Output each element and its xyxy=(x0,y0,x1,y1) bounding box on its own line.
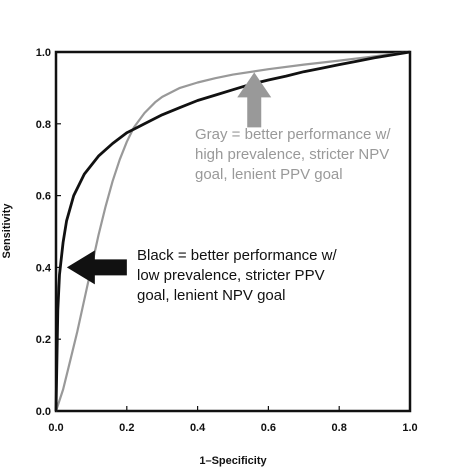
x-tick-label: 0.6 xyxy=(261,422,276,434)
gray-annotation-line: goal, lenient PPV goal xyxy=(195,166,343,183)
x-tick-label: 0.2 xyxy=(119,422,134,434)
x-tick-label: 1.0 xyxy=(402,422,417,434)
black-roc-curve xyxy=(54,50,411,412)
x-tick-label: 0.0 xyxy=(48,422,63,434)
gray-annotation-line: Gray = better performance w/ xyxy=(195,126,391,143)
y-tick-label: 0.4 xyxy=(36,262,52,274)
gray-annotation-line: high prevalence, stricter NPV xyxy=(195,146,389,163)
y-tick-label: 0.2 xyxy=(36,334,51,346)
black-annotation-line: low prevalence, stricter PPV xyxy=(137,267,325,284)
x-axis-label: 1–Specificity xyxy=(199,455,267,467)
black-annotation-line: Black = better performance w/ xyxy=(137,247,338,264)
gray-up-arrow xyxy=(237,72,272,128)
plot-frame xyxy=(54,50,412,413)
y-tick-label: 1.0 xyxy=(36,47,51,59)
y-axis-label: Sensitivity xyxy=(1,203,13,259)
black-left-arrow xyxy=(66,250,127,285)
y-tick-label: 0.0 xyxy=(36,406,51,418)
y-tick-label: 0.8 xyxy=(36,119,51,131)
y-tick-label: 0.6 xyxy=(36,191,51,203)
gray-roc-curve xyxy=(54,50,411,412)
x-tick-label: 0.8 xyxy=(332,422,347,434)
x-tick-label: 0.4 xyxy=(190,422,206,434)
black-annotation-line: goal, lenient NPV goal xyxy=(137,287,285,304)
